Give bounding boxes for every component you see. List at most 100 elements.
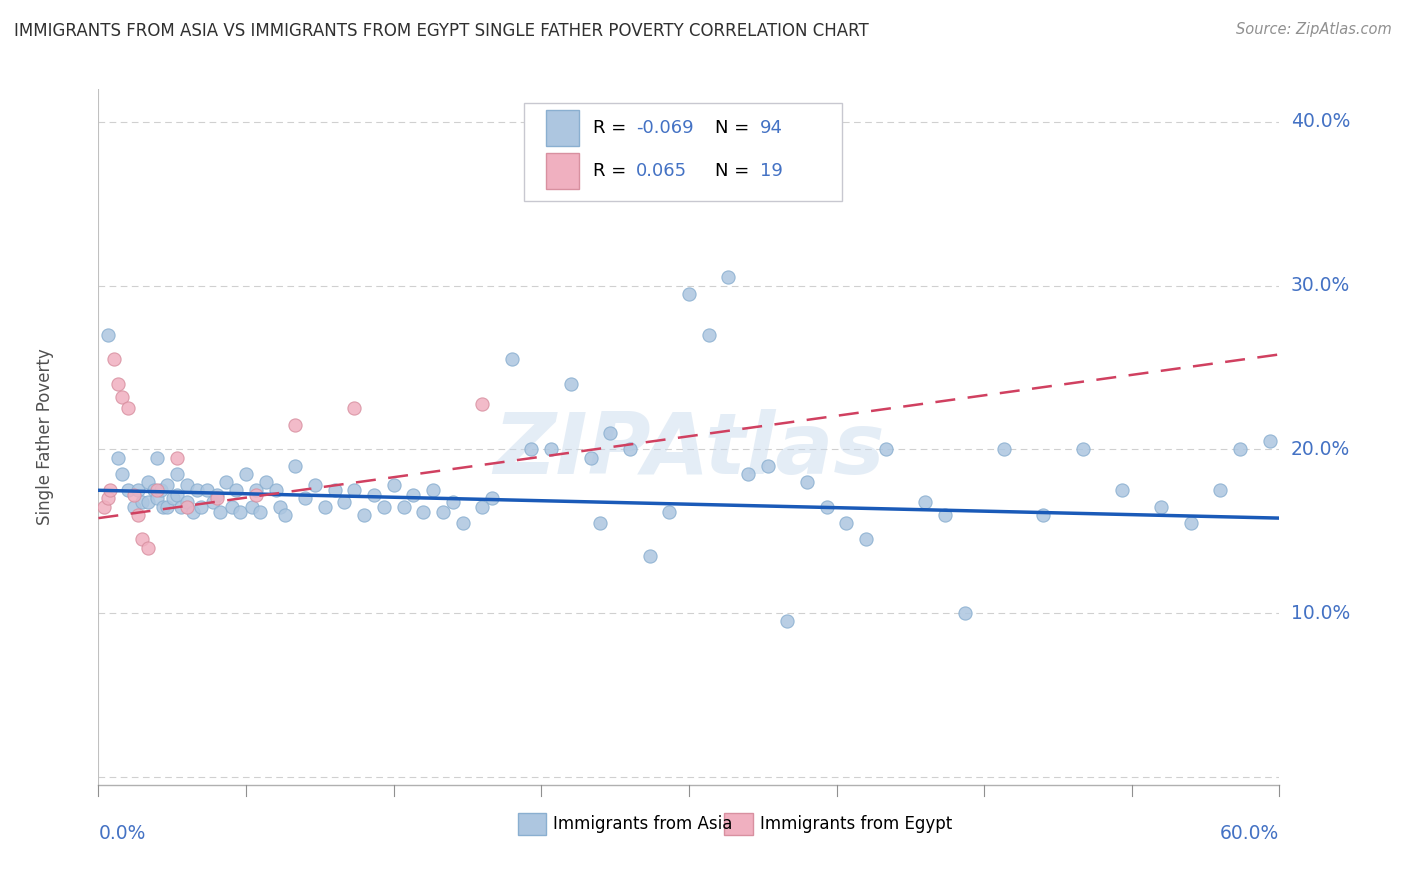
Point [422,483,444,498]
Text: 20.0%: 20.0% [1291,440,1350,458]
Text: 60.0%: 60.0% [1220,824,1279,843]
Point [776,614,799,628]
Text: ZIPAtlas: ZIPAtlas [494,409,884,492]
Point [934,508,956,522]
Text: Source: ZipAtlas.com: Source: ZipAtlas.com [1236,22,1392,37]
Point [146,483,169,498]
Point [323,483,346,498]
Point [589,516,612,530]
Point [240,500,263,514]
Point [314,500,336,514]
Point [1150,500,1173,514]
Point [1180,516,1202,530]
Point [481,491,503,506]
Point [1229,442,1251,457]
Point [205,491,228,506]
Text: 0.065: 0.065 [636,161,688,180]
Text: N =: N = [714,120,755,137]
Point [225,483,247,498]
Point [156,478,179,492]
Point [294,491,316,506]
Point [142,483,165,498]
Text: 10.0%: 10.0% [1291,604,1350,623]
Text: -0.069: -0.069 [636,120,693,137]
Point [190,500,212,514]
Point [221,500,243,514]
Point [146,450,169,465]
Point [451,516,474,530]
Text: 19: 19 [759,161,783,180]
Point [274,508,297,522]
Point [520,442,543,457]
Point [136,494,159,508]
Point [152,500,174,514]
Point [186,483,208,498]
Point [209,505,232,519]
Text: Immigrants from Egypt: Immigrants from Egypt [759,815,952,833]
Point [855,533,877,547]
Point [111,467,134,481]
Point [1209,483,1232,498]
Point [127,483,149,498]
Point [599,425,621,440]
Point [658,505,681,519]
Point [215,475,238,489]
Point [560,376,582,391]
Point [127,508,149,522]
Text: 40.0%: 40.0% [1291,112,1350,131]
Text: Single Father Poverty: Single Father Poverty [37,349,55,525]
Point [471,396,494,410]
Point [402,488,425,502]
Point [201,494,224,508]
Point [181,505,204,519]
Point [796,475,818,489]
Text: R =: R = [593,120,633,137]
Point [269,500,291,514]
Text: 30.0%: 30.0% [1291,277,1350,295]
Point [432,505,454,519]
Point [1258,434,1281,449]
Text: 94: 94 [759,120,783,137]
Point [1111,483,1133,498]
Point [122,500,145,514]
FancyBboxPatch shape [523,103,842,201]
Point [392,500,415,514]
Text: 0.0%: 0.0% [98,824,146,843]
Point [579,450,602,465]
Point [176,478,198,492]
Point [93,500,115,514]
Point [1071,442,1094,457]
Point [412,505,434,519]
Point [205,488,228,502]
Point [254,475,277,489]
Point [229,505,252,519]
Point [136,475,159,489]
Point [131,494,153,508]
Point [353,508,375,522]
Point [117,483,139,498]
Point [697,327,720,342]
Point [245,483,267,498]
Point [304,478,326,492]
Point [166,467,188,481]
Point [98,483,121,498]
Point [235,467,257,481]
Point [914,494,936,508]
Point [993,442,1015,457]
Point [176,500,198,514]
Point [373,500,395,514]
Text: R =: R = [593,161,633,180]
Point [107,376,129,391]
Point [501,352,523,367]
Point [953,606,976,620]
Text: IMMIGRANTS FROM ASIA VS IMMIGRANTS FROM EGYPT SINGLE FATHER POVERTY CORRELATION : IMMIGRANTS FROM ASIA VS IMMIGRANTS FROM … [14,22,869,40]
Point [131,533,153,547]
Point [97,491,120,506]
Point [619,442,641,457]
Point [678,286,700,301]
Point [333,494,356,508]
Point [122,488,145,502]
FancyBboxPatch shape [517,813,546,835]
Point [363,488,385,502]
Point [136,541,159,555]
